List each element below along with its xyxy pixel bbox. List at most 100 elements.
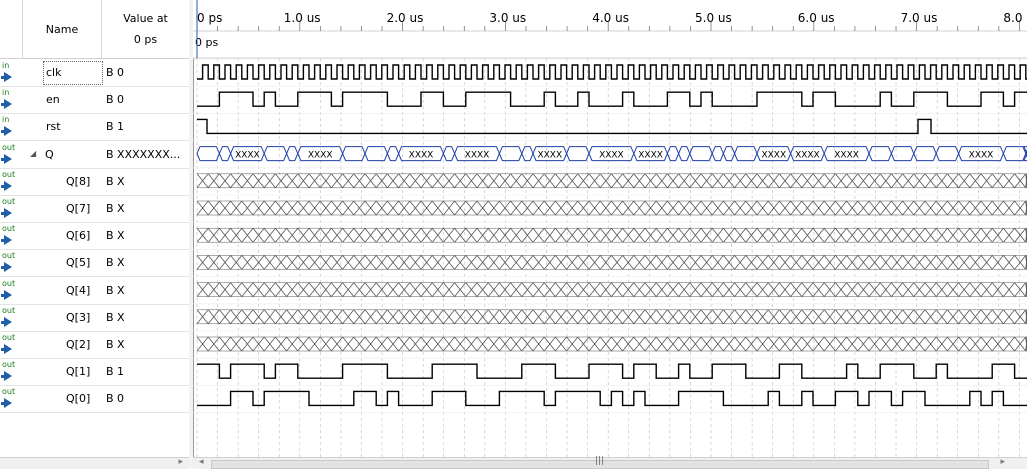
unknown-hatch <box>319 227 332 243</box>
signal-row[interactable]: out Q[1] B 1 <box>0 358 189 387</box>
unknown-hatch <box>286 200 299 216</box>
unknown-hatch <box>454 255 467 270</box>
unknown-hatch <box>846 173 859 189</box>
signal-row[interactable]: in en B 0 <box>0 86 189 115</box>
signal-row[interactable]: out Q[3] B X <box>0 304 189 332</box>
unknown-hatch <box>879 173 892 189</box>
unknown-hatch <box>812 255 825 270</box>
unknown-hatch <box>891 255 903 270</box>
unknown-hatch <box>454 282 467 297</box>
unknown-hatch <box>286 282 299 297</box>
scroll-left-arrow-icon[interactable]: ◂ <box>199 457 204 467</box>
unknown-hatch <box>958 227 971 243</box>
signal-value: B X <box>106 283 125 297</box>
signal-row[interactable]: out Q[6] B X <box>0 222 189 251</box>
unknown-hatch <box>555 336 567 352</box>
signal-name: Q[0] <box>66 392 91 406</box>
unknown-hatch <box>286 336 299 352</box>
unknown-hatch <box>275 173 287 189</box>
bus-segment-label: XXXX <box>409 151 434 161</box>
unknown-hatch <box>1003 173 1015 189</box>
unknown-hatch <box>521 200 534 216</box>
signal-row[interactable]: out Q[0] B 0 <box>0 385 189 414</box>
unknown-hatch <box>297 336 310 352</box>
unknown-hatch <box>286 309 299 325</box>
unknown-hatch <box>902 173 915 189</box>
signal-row[interactable]: in rst B 1 <box>0 113 189 142</box>
unknown-hatch <box>275 309 287 325</box>
unknown-hatch <box>689 309 702 325</box>
left-horizontal-scrollbar[interactable]: ▸ <box>0 457 189 469</box>
unknown-hatch <box>958 309 971 325</box>
unknown-hatch <box>207 173 220 189</box>
name-column-header[interactable]: Name <box>23 0 102 58</box>
unknown-hatch <box>644 255 657 270</box>
signal-row[interactable]: out Q[7] B X <box>0 195 189 223</box>
unknown-hatch <box>868 200 881 216</box>
unknown-hatch <box>958 200 971 216</box>
signal-row[interactable]: out Q[5] B X <box>0 249 189 278</box>
unknown-hatch <box>969 173 982 189</box>
unknown-hatch <box>263 227 276 243</box>
signal-row[interactable]: out Q[8] B X <box>0 168 189 196</box>
time-tick-label: 2.0 us <box>387 11 424 25</box>
unknown-hatch <box>868 309 881 325</box>
signal-name: Q[4] <box>66 283 91 297</box>
unknown-hatch <box>756 309 769 325</box>
unknown-hatch <box>745 309 758 325</box>
unknown-hatch <box>644 227 657 243</box>
unknown-hatch <box>308 282 321 297</box>
unknown-hatch <box>599 200 612 216</box>
bus-segment <box>442 146 456 162</box>
unknown-hatch <box>969 336 982 352</box>
pin-bar <box>1 375 5 379</box>
unknown-hatch <box>879 309 892 325</box>
value-column-header[interactable]: Value at 0 ps <box>102 0 189 58</box>
unknown-hatch <box>1003 336 1015 352</box>
bus-segment-label: XXXX <box>235 151 260 161</box>
unknown-hatch <box>297 200 310 216</box>
scroll-right-arrow-icon[interactable]: ▸ <box>1000 457 1005 467</box>
name-column-label: Name <box>45 22 79 36</box>
unknown-hatch <box>913 227 926 243</box>
unknown-hatch <box>611 173 623 189</box>
signal-name: clk <box>46 66 62 79</box>
signal-row[interactable]: in clk B 0 <box>0 59 189 87</box>
unknown-hatch <box>700 255 713 270</box>
bus-segment <box>1002 146 1027 162</box>
bus-segment <box>386 146 400 162</box>
pin-direction-label: out <box>2 224 16 234</box>
bus-segment <box>263 146 288 162</box>
unknown-hatch <box>487 227 500 243</box>
bus-segment-label: XXXX <box>599 151 624 161</box>
signal-row[interactable]: out Q[2] B X <box>0 331 189 359</box>
unknown-hatch <box>611 309 623 325</box>
signal-value: B X <box>106 229 125 243</box>
unknown-hatch <box>275 200 287 216</box>
unknown-hatch <box>924 309 937 325</box>
waveform-canvas[interactable]: 0 ps 1.0 us 2.0 us 3.0 us 4.0 us 5.0 us 6.0 us… <box>193 0 1027 457</box>
signal-row[interactable]: out Q[4] B X <box>0 277 189 305</box>
pin-bar <box>1 266 5 270</box>
waveform-panel[interactable]: 0 ps 1.0 us 2.0 us 3.0 us 4.0 us 5.0 us 6.0 us… <box>193 0 1027 468</box>
unknown-hatch <box>644 173 657 189</box>
unknown-hatch <box>924 282 937 297</box>
unknown-hatch <box>487 309 500 325</box>
expand-collapse-icon[interactable]: ◢ <box>30 148 37 158</box>
unknown-hatch <box>801 309 814 325</box>
unknown-hatch <box>252 309 265 325</box>
unknown-hatch <box>398 309 411 325</box>
scroll-right-arrow-icon[interactable]: ▸ <box>178 457 183 467</box>
unknown-hatch <box>286 255 299 270</box>
unknown-hatch <box>465 282 478 297</box>
unknown-hatch <box>297 227 310 243</box>
unknown-hatch <box>891 282 903 297</box>
signal-value: B 1 <box>106 120 125 134</box>
waveform-horizontal-scrollbar[interactable]: ◂ ||| ▸ <box>193 456 1027 469</box>
signal-row[interactable]: out ◢ Q B XXXXXXX... <box>0 141 189 169</box>
unknown-hatch <box>521 255 534 270</box>
unknown-hatch <box>633 173 646 189</box>
unknown-hatch <box>599 173 612 189</box>
unknown-hatch <box>667 282 679 297</box>
panel-splitter[interactable] <box>189 0 194 468</box>
